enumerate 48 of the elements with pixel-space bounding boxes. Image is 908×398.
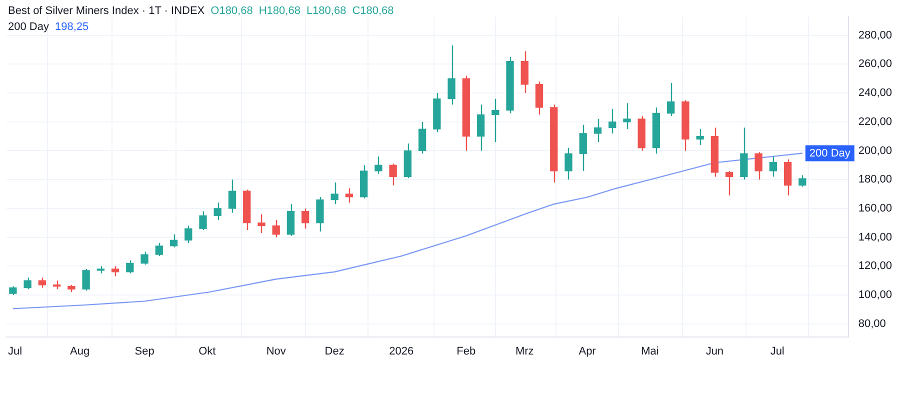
x-tick-label: Jul — [8, 345, 22, 358]
x-tick-label: Feb — [456, 345, 476, 358]
annotation: H180,68 — [258, 5, 300, 17]
text: 200 Day — [8, 21, 49, 33]
y-tick-label: 120,00 — [858, 260, 892, 272]
x-tick-label: Dez — [324, 345, 344, 358]
candlestick — [316, 196, 324, 232]
candlestick — [389, 163, 397, 186]
y-tick-label: 180,00 — [858, 174, 892, 186]
chart-title: Best of Silver Miners Index · 1T · INDEX — [8, 5, 205, 17]
candlestick — [740, 127, 748, 180]
y-tick-label: 160,00 — [858, 202, 892, 214]
annotation: L180,68 — [306, 5, 346, 17]
candlestick — [82, 268, 90, 292]
x-tick-label: Jul — [770, 345, 784, 358]
y-tick-label: 280,00 — [858, 29, 892, 42]
x-tick-label: Jun — [706, 345, 724, 358]
candlestick — [682, 100, 690, 152]
y-tick-label: 260,00 — [858, 58, 892, 70]
series-label: 200 Day — [809, 147, 851, 160]
y-tick-label: 220,00 — [858, 116, 892, 128]
candlestick — [24, 277, 32, 290]
y-tick-label: 200,00 — [858, 144, 892, 157]
candlestick — [199, 210, 207, 231]
x-tick-label: Apr — [578, 345, 596, 358]
y-tick-label: 80,00 — [858, 318, 886, 330]
candlestick — [564, 147, 572, 180]
candlestick — [258, 214, 266, 234]
y-tick-label: 240,00 — [858, 87, 892, 100]
x-tick-label: Aug — [70, 345, 90, 358]
y-tick-label: 100,00 — [858, 289, 892, 302]
y-tick-label: 140,00 — [858, 231, 892, 244]
candlestick — [448, 44, 456, 106]
x-tick-label: Mai — [641, 345, 659, 358]
candlestick — [623, 102, 631, 130]
candlestick — [506, 56, 514, 114]
candlestick — [330, 182, 338, 205]
candlestick — [754, 152, 762, 180]
x-tick-label: Sep — [134, 345, 154, 358]
annotation: 198,25 — [54, 21, 89, 33]
x-tick-label: Mrz — [515, 345, 534, 358]
x-tick-label: Okt — [198, 345, 216, 358]
x-tick-label: 2026 — [389, 345, 414, 358]
x-tick-label: Nov — [266, 345, 286, 358]
annotation: C180,68 — [352, 5, 394, 17]
candlestick — [374, 156, 382, 174]
candlestick — [696, 128, 704, 146]
annotation: O180,68 — [210, 5, 253, 17]
